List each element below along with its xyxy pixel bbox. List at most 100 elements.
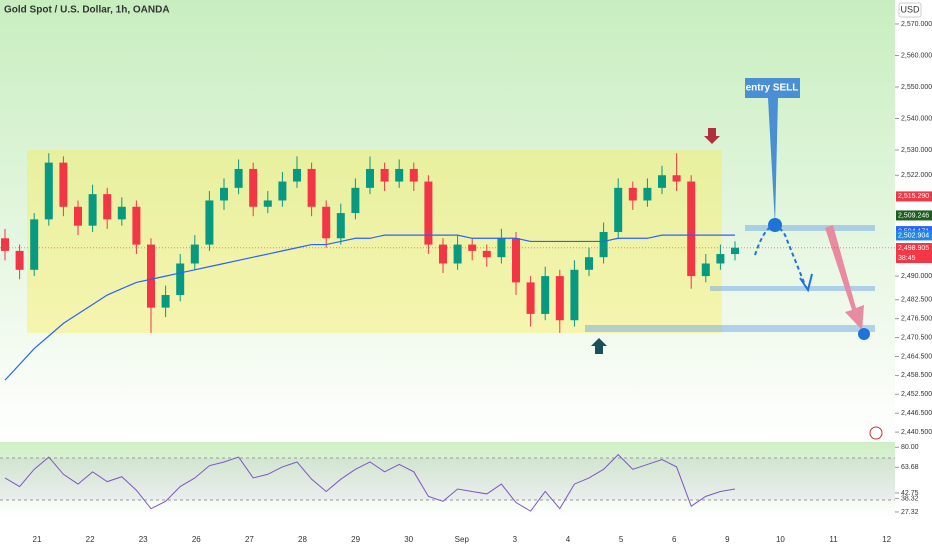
x-tick-label: 11: [829, 535, 838, 544]
x-tick-label: 3: [513, 535, 518, 544]
level-band: [745, 225, 875, 231]
candle-body: [585, 257, 593, 270]
x-tick-label: 4: [566, 535, 571, 544]
main-pane: [0, 0, 895, 440]
price-tag: [896, 191, 932, 202]
countdown-tag: [896, 253, 932, 264]
countdown: 38:45: [898, 255, 916, 262]
x-tick-label: 22: [86, 535, 95, 544]
y-tick-label: 2,482.500: [901, 297, 932, 304]
x-tick-label: 12: [882, 535, 891, 544]
candle-body: [263, 200, 272, 207]
x-tick-label: Sep: [455, 535, 470, 544]
arrow-head: [799, 273, 813, 293]
price-tag-label: 2,509.246: [898, 212, 929, 219]
candle-body: [701, 263, 710, 277]
candle-body: [234, 168, 243, 188]
candle-body: [439, 244, 447, 264]
candle-body: [293, 168, 301, 182]
candle-body: [395, 168, 404, 182]
price-axis: [895, 0, 932, 550]
candle-body: [190, 244, 199, 264]
y-tick-label: 2,570.000: [901, 21, 932, 28]
candle-body: [88, 194, 97, 226]
y-tick-label: 2,440.500: [901, 429, 932, 436]
entry-dot: [768, 218, 782, 232]
candle-body: [74, 206, 82, 226]
candle-body: [541, 276, 550, 314]
candle-body: [351, 187, 360, 214]
candle-body: [220, 187, 228, 201]
candle-body: [278, 181, 287, 201]
candle-body: [453, 244, 462, 264]
price-tag-label: 2,502.904: [898, 232, 929, 239]
candle-body: [526, 282, 535, 314]
rsi-line: [4, 453, 736, 512]
candle-body: [1, 238, 9, 251]
x-tick-label: 6: [672, 535, 677, 544]
target-dot: [858, 328, 870, 340]
y-tick-label: 2,470.500: [901, 334, 932, 341]
candle-body: [15, 250, 24, 270]
candle-body: [147, 244, 155, 308]
candle-body: [716, 254, 725, 264]
candle-body: [614, 187, 623, 232]
candle-body: [161, 295, 170, 308]
rsi-band: [0, 458, 895, 500]
candle-body: [555, 276, 564, 321]
y-tick-label: 2,446.500: [901, 410, 932, 417]
currency: USD: [900, 4, 920, 14]
candle-body: [409, 168, 418, 182]
rsi-tick-label: 38.32: [901, 495, 919, 502]
y-tick-label: 2,522.000: [901, 172, 932, 179]
candle-body: [322, 206, 331, 239]
y-tick-label: 2,540.000: [901, 115, 932, 122]
candle-body: [468, 244, 477, 251]
candle-body: [570, 269, 579, 321]
candle-body: [482, 250, 491, 258]
y-tick-label: 2,464.500: [901, 353, 932, 360]
candle-body: [599, 231, 608, 258]
x-tick-label: 9: [725, 535, 730, 544]
y-tick-label: 2,530.000: [901, 147, 932, 154]
range-box: [27, 150, 722, 333]
time-axis: [0, 518, 932, 550]
candle-body: [643, 187, 652, 201]
price-tag: [896, 243, 932, 254]
x-tick-label: 23: [139, 535, 148, 544]
x-tick-label: 28: [298, 535, 307, 544]
candle-body: [336, 213, 345, 239]
moving-average: [4, 234, 735, 381]
candle-body: [731, 247, 739, 255]
candle-body: [30, 219, 39, 270]
candle-body: [628, 187, 637, 201]
y-tick-label: 2,550.000: [901, 84, 932, 91]
candle-body: [205, 200, 214, 245]
y-tick-label: 2,490.000: [901, 273, 932, 280]
x-tick-label: 10: [776, 535, 785, 544]
y-tick-label: 2,476.500: [901, 315, 932, 322]
level-band: [710, 286, 875, 291]
candle-body: [687, 181, 696, 277]
chart-title: Gold Spot / U.S. Dollar, 1h, OANDA: [4, 5, 170, 16]
candle-body: [672, 175, 681, 182]
rsi-tick-label: 27.32: [901, 509, 919, 516]
candle-body: [59, 162, 68, 207]
candle-body: [380, 168, 389, 182]
currency-box: [898, 2, 922, 18]
price-tag: [896, 210, 932, 221]
x-tick-label: 5: [619, 535, 624, 544]
rsi-tick-label: 63.68: [901, 464, 919, 471]
rsi-tick-label: 42.75: [901, 490, 919, 497]
down-marker: [704, 128, 720, 144]
candle-body: [117, 206, 126, 220]
candle-body: [512, 238, 520, 283]
x-tick-label: 29: [351, 535, 360, 544]
candle-body: [249, 168, 258, 207]
candle-body: [307, 168, 316, 207]
annotation: entry SELL: [746, 83, 799, 94]
x-tick-label: 21: [33, 535, 42, 544]
path-arrow: [754, 225, 806, 286]
price-tag-label: 2,498.905: [898, 245, 929, 252]
